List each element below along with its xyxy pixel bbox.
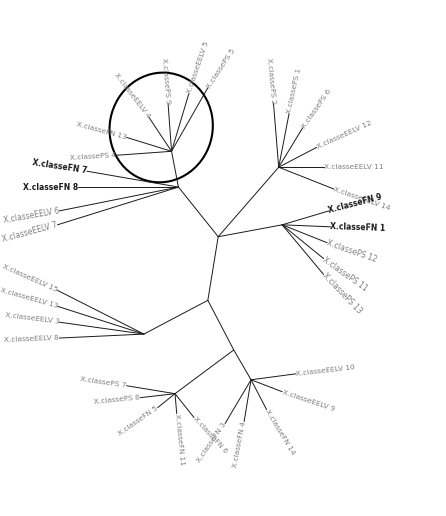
Text: X.classeEELV 8: X.classeEELV 8 [4, 335, 59, 343]
Text: X.classeFN 8: X.classeFN 8 [23, 183, 78, 191]
Text: X.classePS 13: X.classePS 13 [320, 271, 363, 316]
Text: X.classePS 2: X.classePS 2 [266, 57, 277, 104]
Text: X.classePS 7: X.classePS 7 [80, 376, 127, 389]
Text: X.classeEELV 3: X.classeEELV 3 [4, 313, 60, 325]
Text: X.classePS 6: X.classePS 6 [301, 88, 332, 129]
Text: X.classeFN 3: X.classeFN 3 [196, 422, 227, 464]
Text: X.classeFN 6: X.classeFN 6 [192, 415, 228, 454]
Text: X.classePS 9: X.classePS 9 [161, 57, 171, 104]
Text: X.classeEELV 15: X.classeEELV 15 [2, 264, 59, 293]
Text: X.classeFN 1: X.classeFN 1 [330, 222, 386, 233]
Text: X.classeEELV 5: X.classeEELV 5 [186, 41, 210, 94]
Text: X.classeEELV 14: X.classeEELV 14 [333, 186, 391, 211]
Text: X.classeFN 13: X.classeFN 13 [76, 121, 128, 140]
Text: X.classePS 8: X.classePS 8 [94, 395, 141, 405]
Text: X.classeFN 9: X.classeFN 9 [328, 192, 383, 215]
Text: X.classePS 4: X.classePS 4 [70, 152, 116, 161]
Text: X.classePS 1: X.classePS 1 [286, 68, 302, 114]
Text: X.classeEELV 7: X.classeEELV 7 [1, 220, 59, 244]
Text: X.classeFN 5: X.classeFN 5 [118, 405, 159, 437]
Text: X.classeEELV 12: X.classeEELV 12 [315, 120, 372, 150]
Text: X.classePS 11: X.classePS 11 [321, 255, 369, 293]
Text: X.classeFN 11: X.classeFN 11 [174, 413, 185, 465]
Text: X.classeFN 14: X.classeFN 14 [264, 408, 296, 456]
Text: X.classeFN 7: X.classeFN 7 [32, 158, 87, 175]
Text: X.classeEELV 4: X.classeEELV 4 [113, 72, 152, 119]
Text: X.classeFN 4: X.classeFN 4 [232, 421, 247, 468]
Text: X.classeEELV 9: X.classeEELV 9 [281, 389, 335, 412]
Text: X.classeEELV 13: X.classeEELV 13 [0, 287, 58, 309]
Text: X.classeEELV 10: X.classeEELV 10 [296, 364, 355, 377]
Text: X.classeEELV 11: X.classeEELV 11 [324, 164, 383, 170]
Text: X.classePS 12: X.classePS 12 [326, 238, 378, 264]
Text: X.classePS 5: X.classePS 5 [205, 47, 236, 89]
Text: X.classeEELV 6: X.classeEELV 6 [3, 206, 60, 225]
